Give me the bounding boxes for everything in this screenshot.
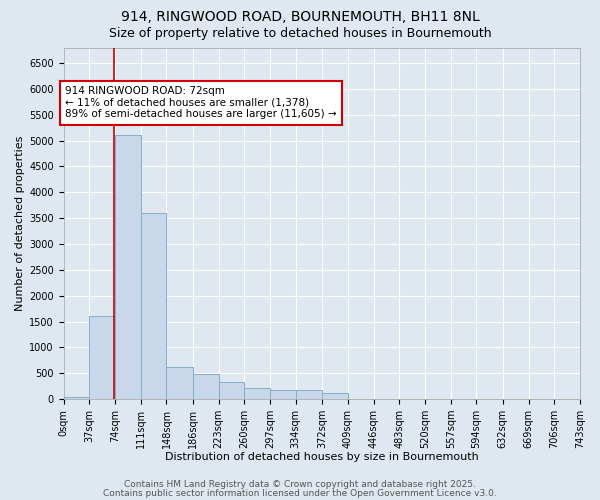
Bar (89, 316, 115, 399)
Bar (244, 388, 270, 399)
Text: Contains public sector information licensed under the Open Government Licence v3: Contains public sector information licen… (103, 488, 497, 498)
Bar (166, 367, 193, 399)
Bar (193, 374, 218, 399)
Text: Size of property relative to detached houses in Bournemouth: Size of property relative to detached ho… (109, 28, 491, 40)
Bar (218, 382, 244, 399)
Text: Contains HM Land Registry data © Crown copyright and database right 2025.: Contains HM Land Registry data © Crown c… (124, 480, 476, 489)
Bar (141, 213, 166, 399)
Bar (296, 390, 322, 399)
Bar (270, 390, 296, 399)
Text: 914, RINGWOOD ROAD, BOURNEMOUTH, BH11 8NL: 914, RINGWOOD ROAD, BOURNEMOUTH, BH11 8N… (121, 10, 479, 24)
Bar (64, 396, 89, 399)
Y-axis label: Number of detached properties: Number of detached properties (15, 136, 25, 311)
X-axis label: Distribution of detached houses by size in Bournemouth: Distribution of detached houses by size … (165, 452, 479, 462)
Bar (322, 394, 348, 399)
Text: 914 RINGWOOD ROAD: 72sqm
← 11% of detached houses are smaller (1,378)
89% of sem: 914 RINGWOOD ROAD: 72sqm ← 11% of detach… (65, 86, 337, 120)
Bar (115, 136, 141, 399)
